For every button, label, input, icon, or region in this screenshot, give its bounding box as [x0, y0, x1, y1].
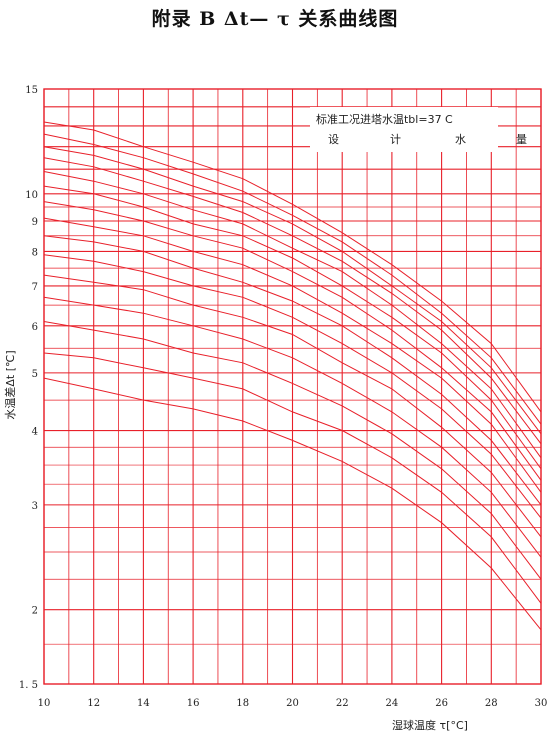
y-tick-label: 10: [25, 190, 38, 201]
series-lines: [43, 121, 542, 631]
x-tick-label: 12: [87, 698, 100, 709]
annotation-line1: 标准工况进塔水温tbl=37 C: [316, 112, 453, 126]
series-line-7: [43, 201, 542, 481]
plot-frame: [43, 88, 542, 685]
y-tick-label: 6: [32, 322, 38, 333]
x-tick-label: 14: [137, 698, 150, 709]
annotation-word-2: 计: [390, 133, 401, 146]
series-line-11: [43, 274, 542, 538]
series-line-4: [43, 157, 542, 445]
series-line-8: [43, 217, 542, 493]
y-tick-label: 4: [32, 427, 38, 438]
x-tick-label: 10: [38, 698, 51, 709]
x-tick-label: 22: [336, 698, 349, 709]
y-tick-label: 2: [32, 606, 38, 617]
series-line-3: [43, 146, 542, 435]
x-tick-label: 26: [435, 698, 448, 709]
grid: [43, 88, 542, 685]
series-line-6: [43, 185, 542, 470]
annotation-word-1: 设: [328, 133, 339, 146]
x-axis-label: 湿球温度 τ[°C]: [392, 718, 468, 732]
series-line-12: [43, 296, 542, 558]
x-tick-label: 28: [485, 698, 498, 709]
x-tick-label: 30: [535, 698, 548, 709]
y-tick-label: 5: [32, 369, 38, 380]
y-tick-labels: 1. 5 2 3 4 5 6 7 8 9 10 15: [19, 85, 38, 691]
y-tick-label: 8: [32, 247, 38, 258]
series-line-9: [43, 235, 542, 506]
y-axis-label: 水温差Δt [℃]: [3, 350, 17, 419]
x-tick-label: 24: [386, 698, 399, 709]
x-tick-label: 18: [236, 698, 249, 709]
design-water-annotation: 标准工况进塔水温tbl=37 C 设 计 水 量: [310, 107, 527, 152]
series-line-13: [43, 321, 542, 580]
page-title: 附录 B Δt— τ 关系曲线图: [151, 8, 399, 30]
y-tick-label: 7: [32, 282, 38, 293]
series-line-2: [43, 133, 542, 425]
y-tick-label: 15: [25, 85, 38, 96]
y-tick-label: 3: [32, 501, 38, 512]
series-line-5: [43, 171, 542, 459]
x-tick-label: 20: [286, 698, 299, 709]
x-tick-label: 16: [187, 698, 200, 709]
series-line-1: [43, 121, 542, 413]
y-tick-label: 9: [32, 217, 38, 228]
series-line-15: [43, 377, 542, 631]
series-line-14: [43, 352, 542, 604]
annotation-word-3: 水: [455, 133, 466, 146]
x-tick-labels: 10 12 14 16 18 20 22 24 26 28 30: [38, 698, 548, 709]
y-tick-label: 1. 5: [19, 680, 38, 691]
annotation-word-4: 量: [516, 133, 527, 146]
series-line-10: [43, 254, 542, 519]
annotation-box: [310, 107, 498, 152]
